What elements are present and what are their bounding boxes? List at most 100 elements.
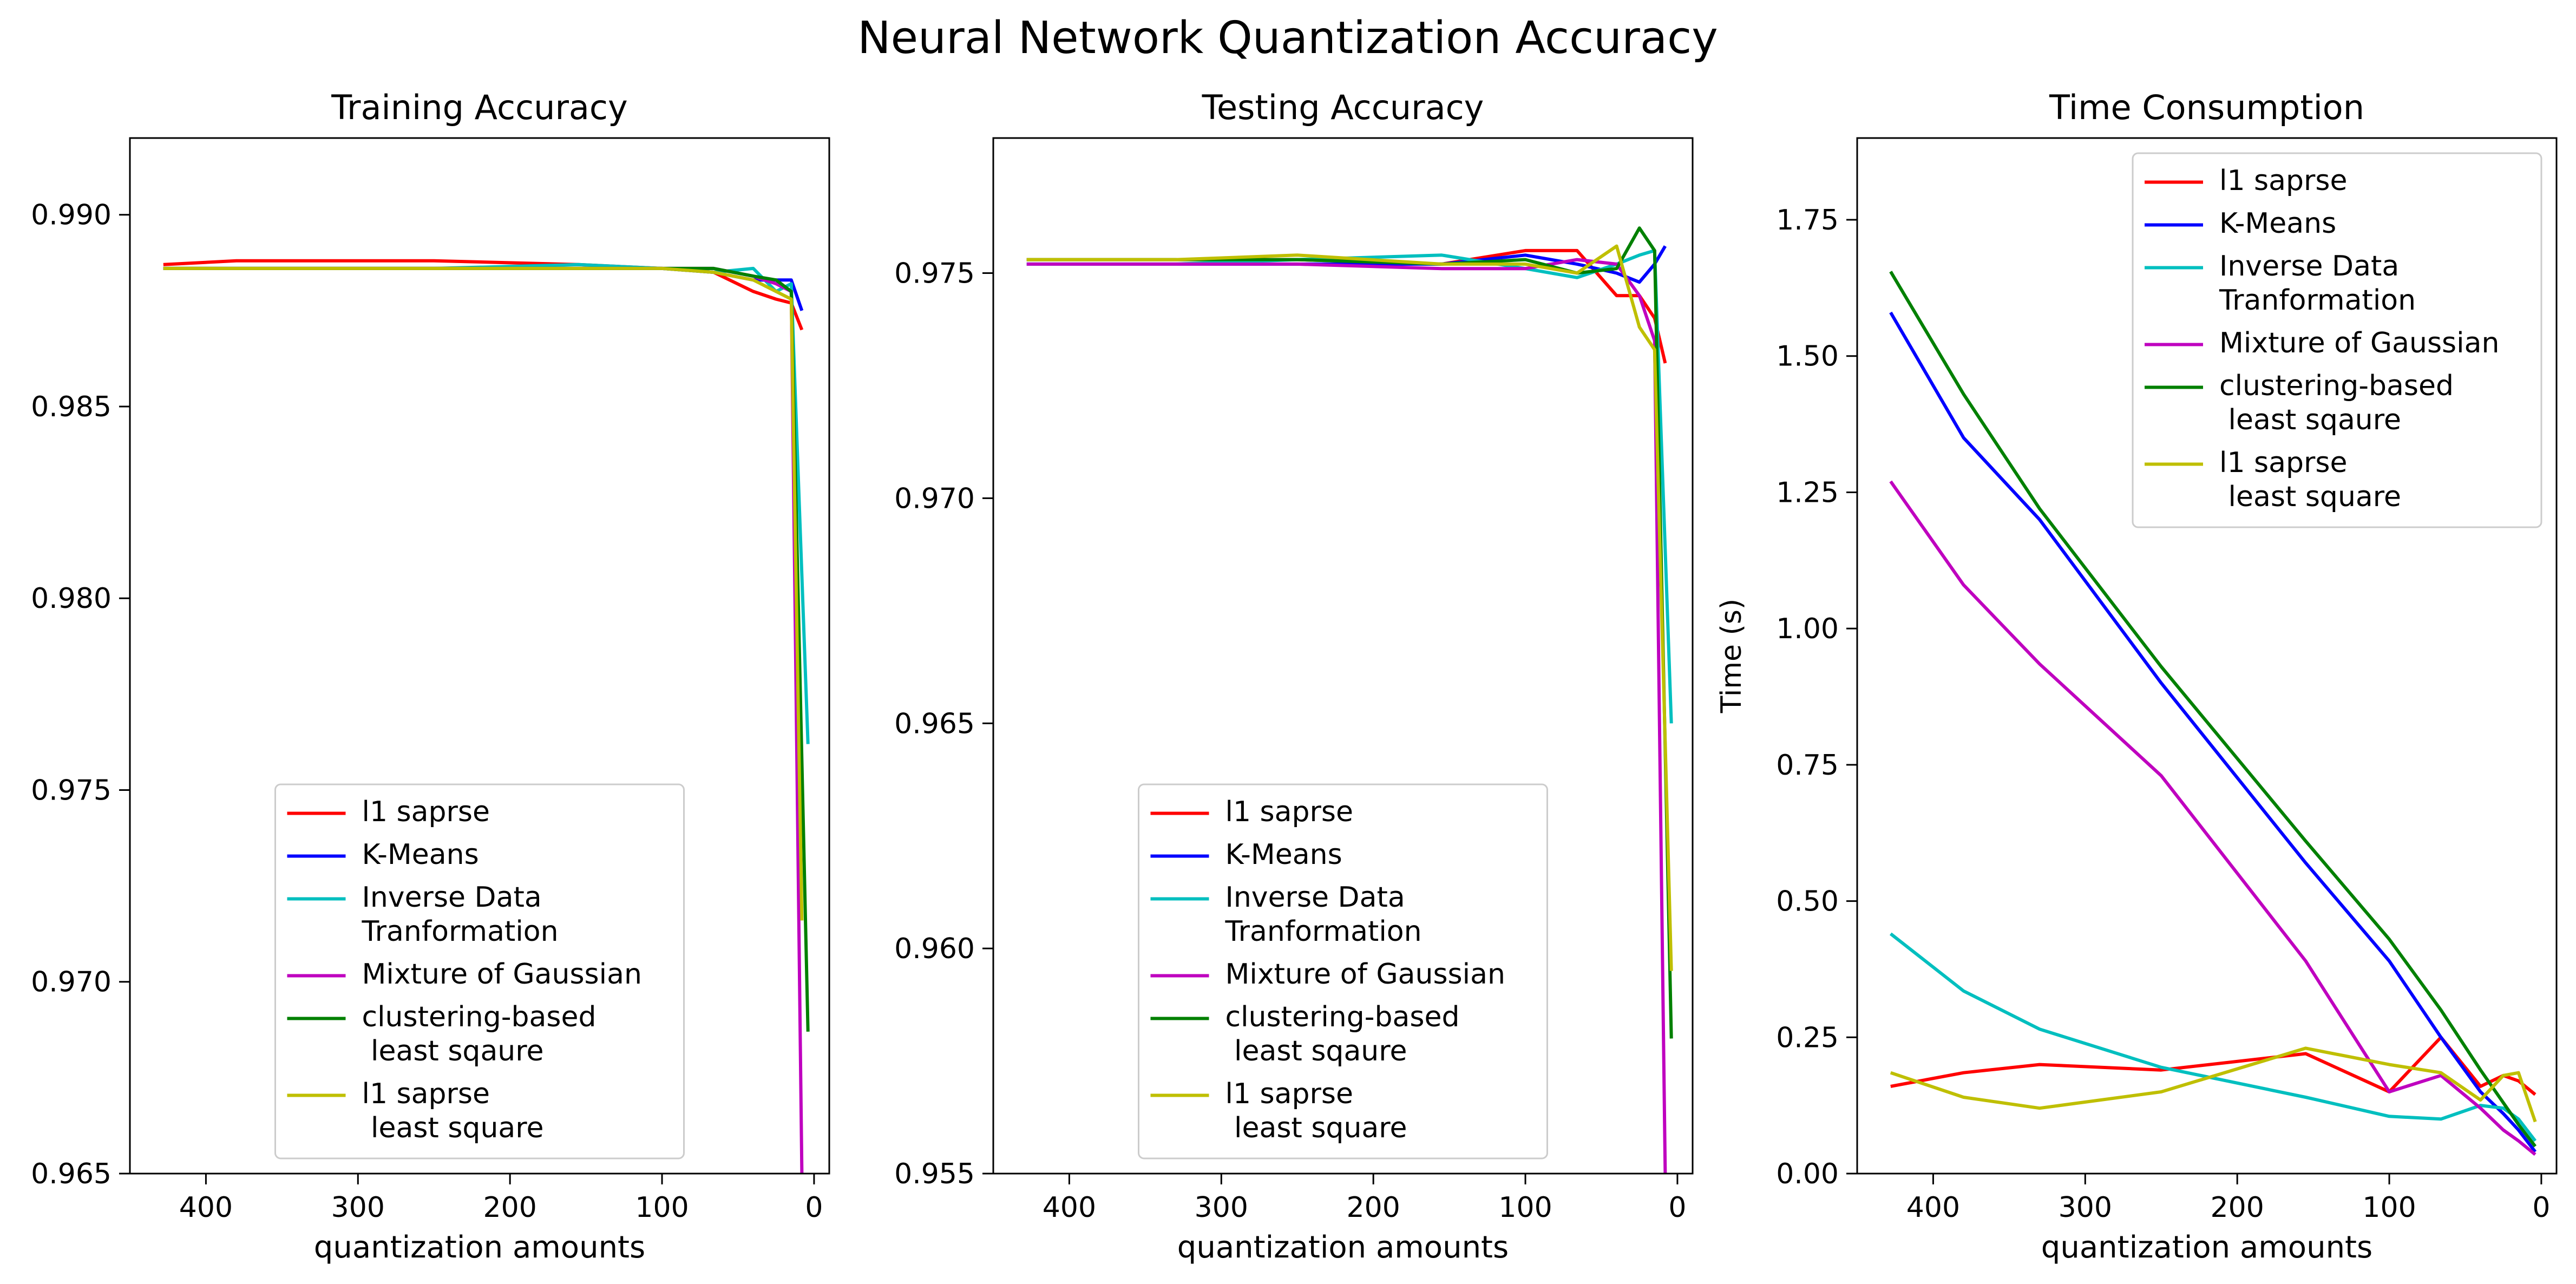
y-tick-label: 0.960 (894, 933, 975, 965)
legend-entry-line: least square (2219, 481, 2401, 513)
series-line-2 (1889, 311, 2537, 1153)
legend-entry-line: least sqaure (2219, 404, 2401, 436)
chart-1: Training Accuracy 400 300 200 100 0 quantizati… (31, 88, 830, 1265)
legend-entry-line: least square (1225, 1112, 1407, 1144)
y-tick-label: 1.00 (1776, 613, 1839, 645)
y-tick-label: 0.965 (894, 707, 975, 740)
x-tick-label: 300 (2059, 1191, 2112, 1224)
x-tick-label: 0 (805, 1191, 823, 1224)
axes-container: Training Accuracy 400 300 200 100 0 quantizati… (31, 88, 2558, 1265)
y-tick-label: 0.965 (31, 1158, 112, 1190)
legend-entry-label: l1 saprse least square (1225, 1078, 1407, 1144)
legend-entry-line: l1 saprse (362, 1078, 490, 1110)
chart-2: Testing Accuracy 400 300 200 100 0 quantizatio… (894, 88, 1694, 1265)
series-line-6 (163, 266, 804, 921)
x-tick-label: 100 (2362, 1191, 2416, 1224)
x-tick-label: 200 (2211, 1191, 2264, 1224)
legend: l1 saprse K-Means Inverse Data Tranformatio… (2132, 152, 2542, 528)
legend-entry-line: Tranformation (362, 915, 559, 948)
figure-suptitle: Neural Network Quantization Accuracy (857, 12, 1718, 64)
series-group (163, 259, 810, 1174)
legend-entry-label: l1 saprse (1225, 796, 1354, 828)
legend-entry-label: Mixture of Gaussian (2219, 327, 2499, 359)
y-tick-label: 1.50 (1776, 340, 1839, 373)
x-tick-label: 0 (1668, 1191, 1686, 1224)
chart-title: Training Accuracy (331, 88, 627, 127)
y-tick-label: 0.970 (894, 482, 975, 515)
x-axis-label: quantization amounts (2041, 1230, 2372, 1265)
y-tick-label: 0.985 (31, 391, 112, 423)
y-tick-label: 1.25 (1776, 476, 1839, 509)
series-group (1026, 226, 1673, 1174)
series-line-6 (1026, 244, 1673, 971)
legend-entry-label: clustering-based least sqaure (2219, 370, 2454, 436)
legend-entry-label: Mixture of Gaussian (1225, 958, 1505, 991)
legend-entry-line: l1 saprse (1225, 796, 1354, 828)
series-line-5 (1889, 271, 2537, 1148)
y-tick-label: 0.975 (894, 258, 975, 290)
chart-3: Time Consumption 400 300 200 100 0 quantizatio… (1715, 88, 2558, 1265)
legend-entry-label: l1 saprse least square (362, 1078, 544, 1144)
legend-entry-label: Inverse Data Tranformation (2219, 250, 2416, 317)
legend-entry-label: l1 saprse least square (2219, 447, 2401, 513)
x-axis-label: quantization amounts (314, 1230, 645, 1265)
legend-entry-line: clustering-based (1225, 1001, 1460, 1033)
legend-entry-line: Mixture of Gaussian (362, 958, 642, 991)
x-tick-label: 400 (179, 1191, 233, 1224)
legend-entry-label: Inverse Data Tranformation (362, 881, 559, 948)
legend-entry-label: clustering-based least sqaure (362, 1001, 597, 1067)
x-axis-label: quantization amounts (1177, 1230, 1509, 1265)
series-line-6 (1890, 1046, 2537, 1123)
legend-entry-line: clustering-based (362, 1001, 597, 1033)
legend-entry-label: Mixture of Gaussian (362, 958, 642, 991)
y-tick-label: 0.980 (31, 582, 112, 615)
legend-entry-line: K-Means (2219, 207, 2336, 240)
legend-entry-label: K-Means (362, 838, 479, 871)
legend: l1 saprse K-Means Inverse Data Tranformatio… (1138, 783, 1548, 1159)
legend-entry-line: Inverse Data (362, 881, 542, 914)
x-tick-label: 300 (331, 1191, 385, 1224)
x-tick-label: 200 (483, 1191, 537, 1224)
y-axis-label: Time (s) (1715, 599, 1748, 713)
x-tick-label: 400 (1906, 1191, 1960, 1224)
legend-entry-line: Inverse Data (1225, 881, 1405, 914)
legend-entry-label: clustering-based least sqaure (1225, 1001, 1460, 1067)
x-tick-label: 200 (1347, 1191, 1400, 1224)
legend-entry-line: l1 saprse (2219, 165, 2348, 197)
y-tick-label: 0.00 (1776, 1158, 1839, 1190)
y-tick-label: 0.75 (1776, 749, 1839, 782)
legend-box (2132, 152, 2542, 528)
x-tick-label: 100 (635, 1191, 689, 1224)
legend-entry-line: clustering-based (2219, 370, 2454, 402)
y-tick-label: 0.50 (1776, 886, 1839, 918)
x-tick-label: 300 (1195, 1191, 1248, 1224)
y-tick-label: 0.990 (31, 199, 112, 232)
chart-title: Time Consumption (2049, 88, 2364, 127)
legend: l1 saprse K-Means Inverse Data Tranformatio… (274, 783, 685, 1159)
legend-entry-label: K-Means (1225, 838, 1342, 871)
legend-entry-line: least sqaure (1225, 1035, 1407, 1067)
legend-entry-label: Inverse Data Tranformation (1225, 881, 1422, 948)
y-tick-label: 0.975 (31, 774, 112, 807)
legend-entry-line: l1 saprse (2219, 447, 2348, 479)
legend-entry-label: l1 saprse (362, 796, 490, 828)
x-tick-label: 400 (1043, 1191, 1096, 1224)
legend-entry-line: Mixture of Gaussian (2219, 327, 2499, 359)
y-tick-label: 0.955 (894, 1158, 975, 1190)
series-group (1889, 271, 2537, 1156)
legend-entry-line: Mixture of Gaussian (1225, 958, 1505, 991)
legend-entry-line: Tranformation (2219, 284, 2416, 317)
chart-title: Testing Accuracy (1202, 88, 1484, 127)
series-line-4 (1889, 480, 2536, 1156)
axes-frame (992, 137, 1694, 1175)
legend-entry-line: l1 saprse (362, 796, 490, 828)
axes-frame (1856, 137, 2558, 1175)
legend-entry-label: K-Means (2219, 207, 2336, 240)
x-tick-label: 0 (2532, 1191, 2550, 1224)
y-tick-label: 0.970 (31, 966, 112, 999)
legend-entry-label: l1 saprse (2219, 165, 2348, 197)
legend-entry-line: least square (362, 1112, 544, 1144)
legend-entry-line: K-Means (1225, 838, 1342, 871)
series-line-4 (1026, 258, 1667, 1174)
